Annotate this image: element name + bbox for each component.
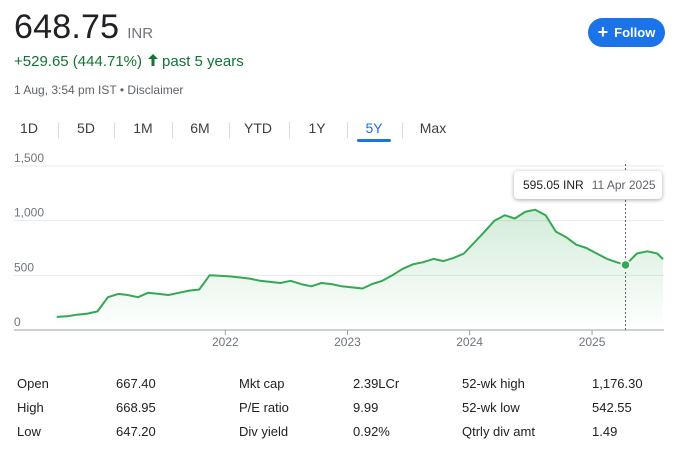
stat-value-div-yield: 0.92%: [353, 424, 390, 439]
stat-value-high: 668.95: [116, 400, 156, 415]
stat-label-high: High: [17, 400, 44, 415]
stat-value-52wk-low: 542.55: [592, 400, 632, 415]
tab-divider: [114, 122, 115, 138]
price-area-fill: [56, 209, 663, 330]
stat-label-52wk-high: 52-wk high: [462, 376, 525, 391]
tab-divider: [58, 122, 59, 138]
x-tick-label: 2023: [334, 335, 361, 349]
tab-max[interactable]: Max: [413, 118, 453, 142]
tab-label: Max: [419, 120, 447, 136]
tab-label: 6M: [190, 120, 210, 136]
stat-label-low: Low: [17, 424, 41, 439]
stat-value-pe-ratio: 9.99: [353, 400, 379, 415]
price-row: 648.75 INR: [14, 8, 153, 47]
x-tick-label: 2022: [212, 335, 239, 349]
arrow-up-icon: [148, 53, 159, 70]
change-period: past 5 years: [162, 53, 244, 70]
tab-5d[interactable]: 5D: [66, 118, 106, 142]
price-change: +529.65 (444.71%): [14, 53, 143, 70]
tab-label: 1D: [20, 120, 38, 136]
stat-value-qtrly-div: 1.49: [592, 424, 618, 439]
timestamp-row: 1 Aug, 3:54 pm IST • Disclaimer: [14, 83, 183, 97]
stat-value-low: 647.20: [116, 424, 156, 439]
y-tick-label: 500: [14, 260, 34, 274]
tab-label: YTD: [244, 120, 272, 136]
tab-6m[interactable]: 6M: [180, 118, 220, 142]
tab-divider: [172, 122, 173, 138]
tab-divider: [289, 122, 290, 138]
follow-label: Follow: [614, 25, 656, 40]
tab-1d[interactable]: 1D: [9, 118, 49, 142]
tooltip-date: 11 Apr 2025: [591, 178, 656, 192]
meta-separator: •: [119, 83, 125, 97]
tab-divider: [229, 122, 230, 138]
stat-label-qtrly-div: Qtrly div amt: [462, 424, 535, 439]
stat-label-div-yield: Div yield: [239, 424, 289, 439]
timestamp: 1 Aug, 3:54 pm IST: [14, 83, 117, 97]
x-tick-label: 2025: [579, 335, 606, 349]
y-tick-label: 0: [14, 315, 21, 329]
follow-button[interactable]: + Follow: [588, 18, 665, 47]
tab-label: 1Y: [308, 120, 326, 136]
highlight-point: [620, 259, 631, 271]
stat-value-mkt-cap: 2.39LCr: [353, 376, 400, 391]
tooltip-value: 595.05 INR: [523, 178, 584, 192]
tab-1m[interactable]: 1M: [123, 118, 163, 142]
x-tick-label: 2024: [456, 335, 483, 349]
tab-label: 5Y: [365, 120, 383, 136]
chart-tooltip: 595.05 INR 11 Apr 2025: [514, 171, 662, 199]
stat-label-mkt-cap: Mkt cap: [239, 376, 285, 391]
stat-value-open: 667.40: [116, 376, 156, 391]
price-line: [56, 208, 664, 318]
disclaimer-link[interactable]: Disclaimer: [127, 83, 184, 97]
price-chart[interactable]: 0 500 1,000 1,500 2022 2023 2024 2025: [0, 150, 676, 360]
y-tick-label: 1,500: [14, 151, 44, 165]
current-price: 648.75: [14, 8, 120, 46]
price-change-row: +529.65 (444.71%) past 5 years: [14, 53, 244, 70]
tab-label: 5D: [77, 120, 95, 136]
tab-5y[interactable]: 5Y: [354, 118, 394, 142]
plus-icon: +: [597, 21, 609, 42]
tab-divider: [347, 122, 348, 138]
stat-label-pe-ratio: P/E ratio: [239, 400, 289, 415]
stat-label-52wk-low: 52-wk low: [462, 400, 520, 415]
y-tick-label: 1,000: [14, 206, 44, 220]
tab-label: 1M: [133, 120, 153, 136]
currency-label: INR: [127, 25, 154, 42]
tab-1y[interactable]: 1Y: [297, 118, 337, 142]
tab-divider: [402, 122, 403, 138]
stat-value-52wk-high: 1,176.30: [592, 376, 643, 391]
stat-label-open: Open: [17, 376, 49, 391]
tab-ytd[interactable]: YTD: [238, 118, 278, 142]
